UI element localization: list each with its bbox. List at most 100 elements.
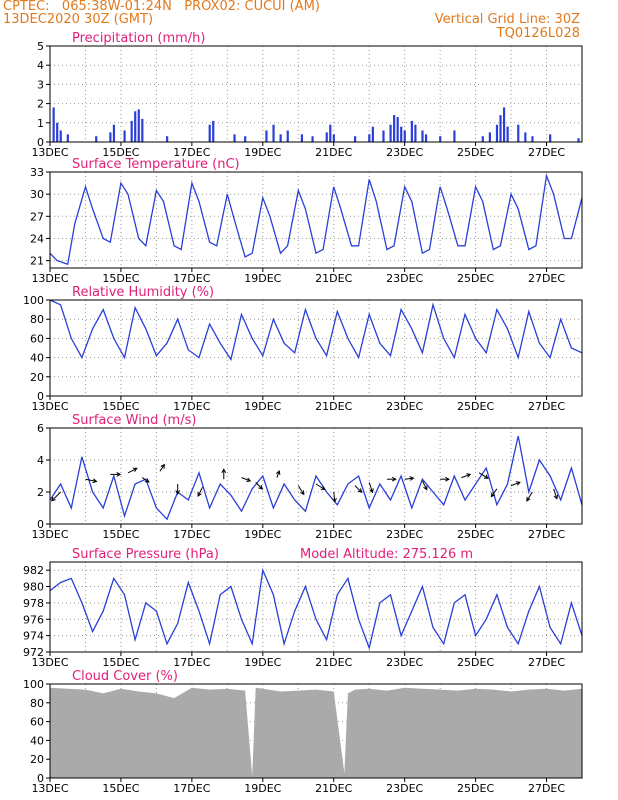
wind-arrow-head (526, 496, 531, 502)
x-tick-label: 17DEC (173, 656, 210, 669)
precip-bar (531, 136, 534, 142)
precip-bar (549, 134, 552, 142)
panel-frame (49, 683, 583, 779)
x-tick-label: 25DEC (457, 528, 494, 541)
precip-bar (354, 136, 357, 142)
precip-bar (506, 126, 509, 142)
x-tick-label: 17DEC (173, 146, 210, 159)
series-line (49, 173, 583, 266)
y-tick-label: 27 (30, 210, 44, 223)
precip-bar (424, 134, 428, 142)
wind-arrow-shaft (404, 477, 414, 480)
x-tick-label: 19DEC (244, 782, 281, 795)
precip-bar (577, 138, 580, 142)
precip-bar (59, 130, 62, 142)
y-tick-label: 980 (23, 581, 44, 594)
wind-arrow-head (515, 481, 521, 486)
precip-bar (134, 111, 137, 142)
y-tick-label: 80 (30, 313, 44, 326)
wind-arrow-shaft (297, 485, 305, 495)
y-tick-label: 0 (37, 136, 44, 149)
wind-arrow-head (445, 476, 450, 482)
y-tick-label: 33 (30, 166, 44, 179)
wind-arrow-head (92, 478, 98, 484)
wind-arrow-shaft (85, 478, 97, 482)
wind-arrow-shaft (276, 470, 280, 478)
precip-bar (502, 107, 506, 142)
wind-arrow-head (197, 491, 202, 497)
y-tick-label: 24 (30, 232, 44, 245)
precip-bar (95, 136, 98, 142)
panel-frame (49, 561, 583, 653)
y-tick-label: 974 (23, 630, 44, 643)
y-tick-label: 976 (23, 613, 44, 626)
wind-arrow-head (160, 463, 165, 469)
panel-title: Surface Wind (m/s) (72, 413, 196, 428)
precip-bar (371, 126, 374, 142)
x-tick-label: 15DEC (102, 272, 139, 285)
precip-bar (396, 117, 399, 142)
wind-arrow-head (258, 485, 264, 490)
wind-arrow-head (332, 498, 337, 503)
panel-title: Relative Humidity (%) (72, 285, 214, 300)
series-line (49, 435, 583, 521)
series-line (49, 567, 583, 651)
wind-arrow-shaft (553, 488, 558, 499)
x-tick-label: 13DEC (31, 656, 68, 669)
header-date-line: 13DEC2020 30Z (GMT) (3, 12, 154, 27)
precip-bar (421, 130, 424, 142)
precip-bar (141, 118, 144, 142)
x-tick-label: 15DEC (102, 782, 139, 795)
x-tick-label: 21DEC (315, 656, 352, 669)
wind-arrow-shaft (141, 477, 150, 483)
wind-arrow-shaft (197, 486, 203, 497)
wind-arrow-head (369, 488, 374, 494)
wind-arrow-shaft (127, 467, 138, 474)
wind-arrow-head (175, 490, 181, 495)
y-tick-label: 20 (30, 371, 44, 384)
panel-subtitle: Model Altitude: 275.126 m (300, 547, 473, 562)
precip-bar (410, 120, 413, 142)
precip-bar (325, 132, 328, 142)
precip-bar (272, 124, 275, 142)
wind-arrow-shaft (368, 482, 373, 493)
x-tick-label: 13DEC (31, 782, 68, 795)
y-tick-label: 40 (30, 734, 44, 747)
precip-bar (66, 134, 69, 142)
x-tick-label: 27DEC (528, 528, 565, 541)
wind-arrow-shaft (315, 483, 326, 490)
header-station-line: CPTEC: 065:38W-01:24N PROX02: CUCUI (AM) (3, 0, 320, 14)
panel-title: Cloud Cover (%) (72, 669, 178, 684)
x-tick-label: 13DEC (31, 528, 68, 541)
x-tick-label: 27DEC (528, 400, 565, 413)
precip-bar (524, 132, 527, 142)
x-tick-label: 23DEC (386, 656, 423, 669)
panel-frame (49, 427, 583, 525)
wind-arrow-head (51, 496, 56, 502)
y-tick-label: 40 (30, 352, 44, 365)
wind-arrow-head (320, 485, 326, 491)
x-tick-label: 25DEC (457, 782, 494, 795)
precip-bar (109, 132, 112, 142)
precip-bar (382, 130, 385, 142)
y-tick-label: 80 (30, 697, 44, 710)
x-tick-label: 27DEC (528, 782, 565, 795)
wind-arrow-head (423, 485, 428, 491)
wind-arrow-head (275, 470, 281, 475)
x-tick-label: 13DEC (31, 146, 68, 159)
x-tick-label: 23DEC (386, 146, 423, 159)
precip-bar (137, 109, 140, 142)
precip-bar (368, 134, 371, 142)
y-tick-label: 978 (23, 597, 44, 610)
y-tick-label: 5 (37, 40, 44, 53)
panel-title: Surface Pressure (hPa) (72, 547, 219, 562)
precip-bar (286, 130, 289, 142)
header-grid-line-note: Vertical Grid Line: 30Z (434, 12, 580, 27)
precip-bar (393, 115, 396, 142)
wind-arrow-head (116, 472, 122, 477)
y-tick-label: 60 (30, 332, 44, 345)
precip-bar (414, 124, 417, 142)
x-tick-label: 25DEC (457, 146, 494, 159)
wind-arrow-head (246, 477, 252, 482)
